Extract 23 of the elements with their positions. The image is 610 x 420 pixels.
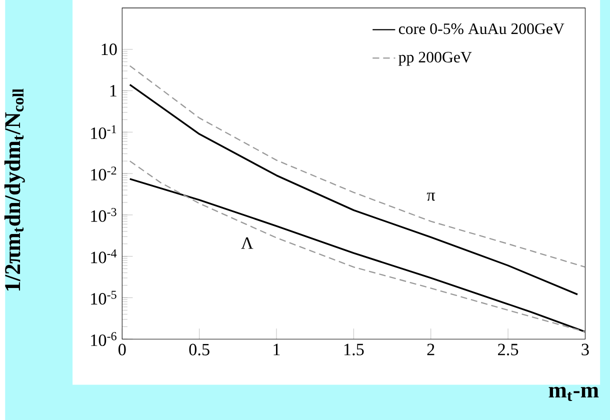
legend-label: pp 200GeV <box>398 52 472 66</box>
x-tick-label: 0.5 <box>189 344 210 356</box>
y-tick-label: 10$^{-4}$ <box>91 249 117 264</box>
x-tick-label: 1.5 <box>344 344 364 356</box>
y-tick-label: 10 <box>102 43 117 55</box>
y-tick-label: 10$^{-1}$ <box>91 124 116 139</box>
y-tick-label: 1 <box>110 84 116 96</box>
legend-label: core 0-5% AuAu 200GeV <box>398 23 564 34</box>
x-tick-label: 2 <box>427 344 434 355</box>
line-series <box>129 65 586 268</box>
y-tick-label: 10$^{-3}$ <box>91 208 116 222</box>
y-tick-label: 10$^{-5}$ <box>91 290 116 304</box>
annotation: π <box>426 192 436 201</box>
x-tick-label: 0 <box>118 344 126 356</box>
x-tick-label: 1 <box>274 344 280 355</box>
x-tick-label: 3 <box>582 344 589 356</box>
y-tick-label: 10$^{-2}$ <box>91 166 116 180</box>
x-tick-label: 2.5 <box>498 344 518 356</box>
y-axis-title: 1/2πm$_{t}$dn/dydm$_{t}$/N$_{coll}$ <box>4 88 25 290</box>
line-series <box>129 84 578 296</box>
annotation: Λ <box>241 237 254 249</box>
y-tick-label: 10$^{-6}$ <box>91 332 116 346</box>
x-axis-title: m$_{t}$-m <box>548 386 599 401</box>
